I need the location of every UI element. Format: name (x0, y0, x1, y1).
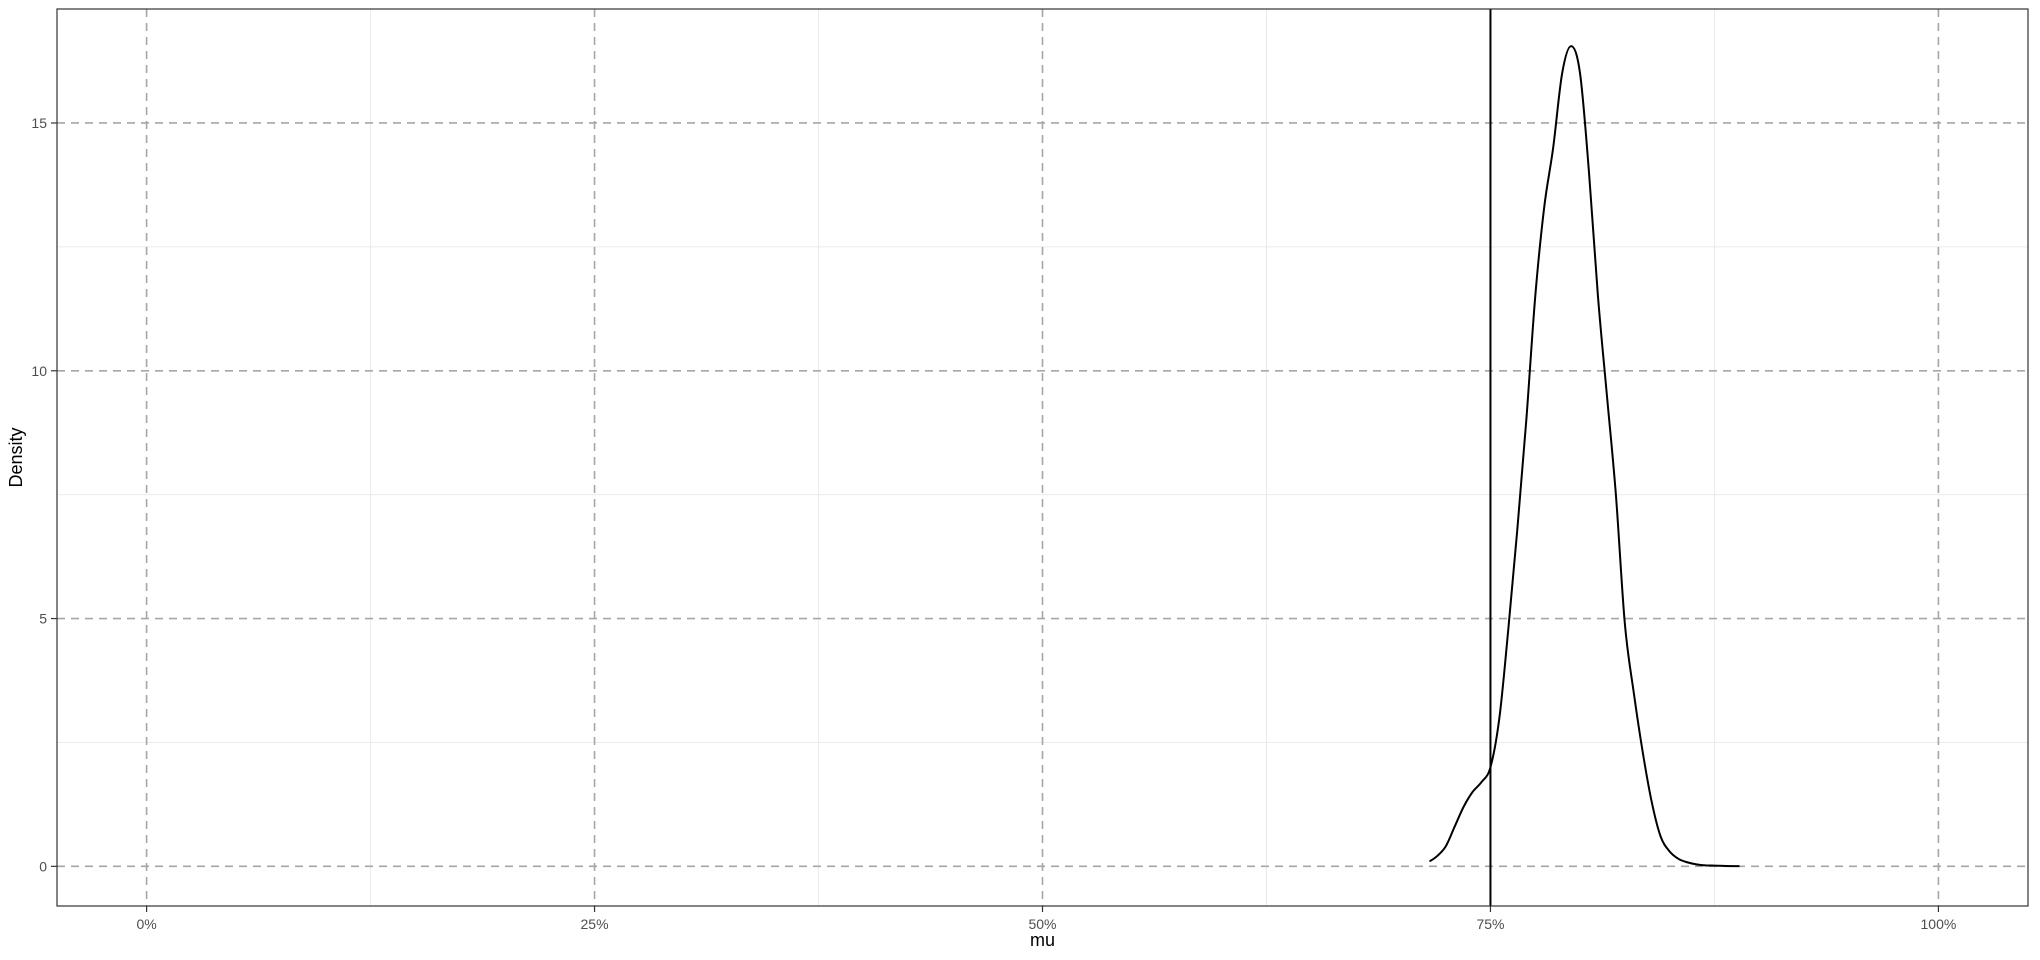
y-axis-title: Density (6, 427, 26, 487)
y-tick-label: 5 (39, 611, 47, 627)
x-tick-label: 75% (1476, 916, 1504, 932)
y-tick-label: 15 (31, 115, 47, 131)
x-tick-label: 50% (1028, 916, 1056, 932)
y-tick-label: 10 (31, 363, 47, 379)
x-axis-ticks: 0% 25% 50% 75% 100% (136, 906, 1956, 932)
x-axis-title: mu (1030, 930, 1055, 950)
x-tick-label: 0% (136, 916, 156, 932)
x-tick-label: 100% (1921, 916, 1957, 932)
density-curve (1428, 45, 1740, 868)
series-layer (1428, 45, 1740, 868)
major-gridlines (57, 9, 2028, 906)
x-tick-label: 25% (581, 916, 609, 932)
y-axis-ticks: 0 5 10 15 (31, 115, 57, 874)
y-tick-label: 0 (39, 858, 47, 874)
